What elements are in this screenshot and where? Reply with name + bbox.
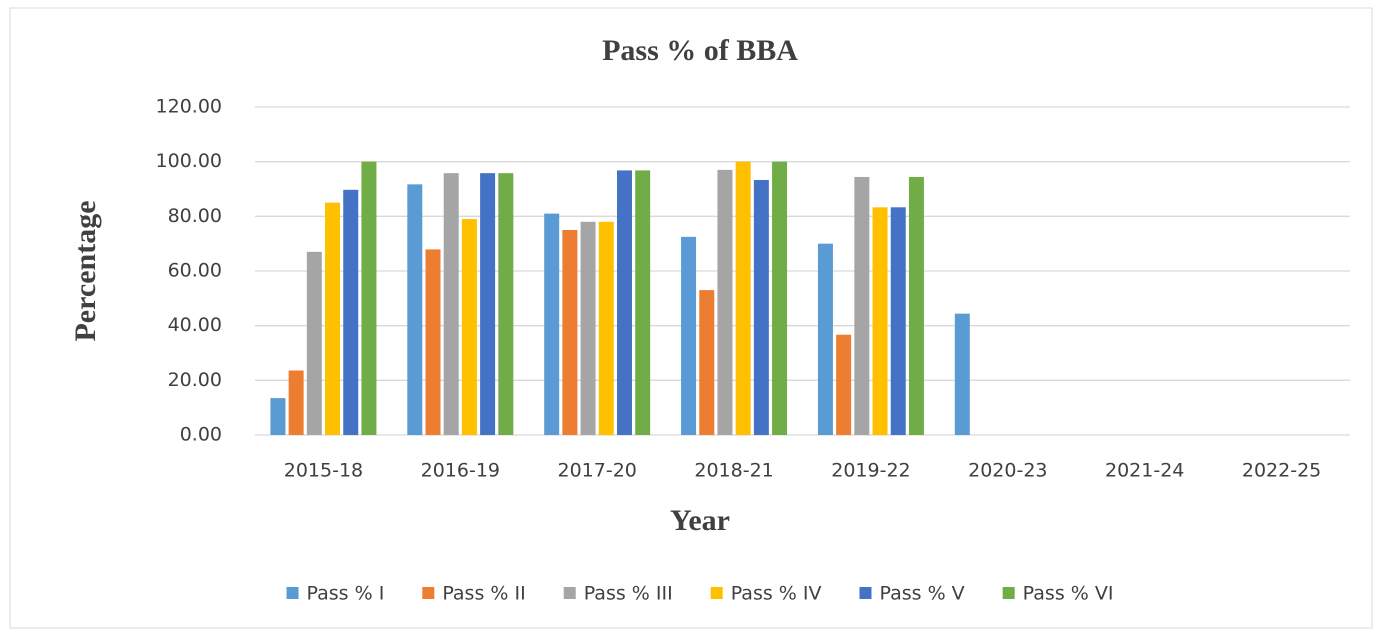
x-tick-label: 2015-18 [284, 460, 363, 482]
bar [288, 370, 304, 435]
x-tick-label: 2018-21 [694, 460, 773, 482]
bar [681, 236, 697, 435]
bar [306, 251, 322, 435]
chart-title: Pass % of BBA [602, 34, 798, 67]
bar [498, 173, 514, 435]
legend-swatch [710, 587, 723, 599]
bar [753, 179, 769, 435]
bar [872, 207, 888, 435]
legend-label: Pass % I [307, 583, 385, 605]
bar [908, 176, 924, 435]
y-tick-label: 0.00 [180, 424, 222, 446]
bar [836, 334, 852, 435]
x-tick-label: 2022-25 [1242, 460, 1321, 482]
y-tick-label: 120.00 [156, 96, 222, 118]
bar [717, 169, 733, 435]
x-tick-label: 2017-20 [557, 460, 636, 482]
bar [954, 313, 970, 435]
y-tick-label: 40.00 [168, 314, 222, 336]
legend-label: Pass % V [879, 583, 964, 605]
bar [480, 173, 496, 435]
bar [325, 202, 341, 435]
bar [772, 161, 788, 435]
y-tick-label: 100.00 [156, 150, 222, 172]
legend-label: Pass % III [584, 583, 673, 605]
x-tick-label: 2019-22 [831, 460, 910, 482]
bar [443, 173, 459, 435]
bar [635, 170, 651, 435]
x-axis-label: Year [670, 504, 730, 537]
legend-label: Pass % IV [731, 583, 822, 605]
x-tick-label: 2020-23 [968, 460, 1047, 482]
bar [735, 161, 751, 435]
bar [343, 189, 359, 435]
bar [361, 161, 377, 435]
x-tick-label: 2021-24 [1105, 460, 1184, 482]
legend-label: Pass % VI [1023, 583, 1114, 605]
bar [817, 243, 833, 435]
bar [580, 221, 596, 435]
legend-swatch [563, 587, 576, 599]
legend-label: Pass % II [442, 583, 525, 605]
legend-swatch [1002, 587, 1015, 599]
x-tick-label: 2016-19 [421, 460, 500, 482]
bar [890, 207, 906, 435]
bar [425, 249, 441, 435]
y-tick-label: 20.00 [168, 369, 222, 391]
bar [699, 290, 715, 435]
legend-swatch [286, 587, 299, 599]
legend-swatch [422, 587, 435, 599]
bar [461, 219, 477, 435]
bar [270, 398, 286, 435]
bar [598, 221, 614, 435]
bar [616, 170, 632, 435]
y-tick-label: 60.00 [168, 260, 222, 282]
y-tick-label: 80.00 [168, 205, 222, 227]
y-axis-label: Percentage [69, 200, 102, 341]
bar [562, 230, 578, 435]
bar [854, 176, 870, 435]
legend-swatch [859, 587, 872, 599]
bar [407, 184, 423, 435]
bar [544, 213, 560, 435]
